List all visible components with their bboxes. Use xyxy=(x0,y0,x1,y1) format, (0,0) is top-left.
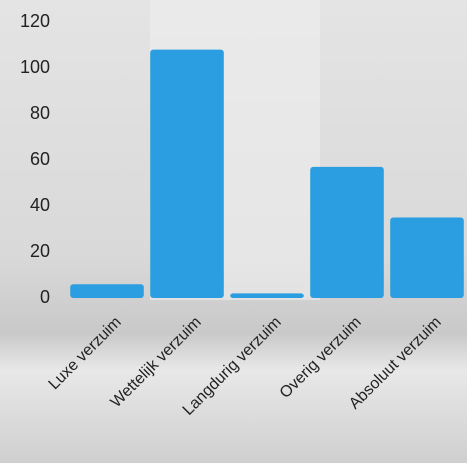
y-tick-label: 40 xyxy=(30,195,50,215)
bar xyxy=(230,293,304,298)
y-tick-label: 20 xyxy=(30,241,50,261)
y-tick-label: 0 xyxy=(40,287,50,307)
y-tick-label: 60 xyxy=(30,149,50,169)
bar xyxy=(70,284,144,298)
bar xyxy=(310,166,384,298)
y-tick-label: 120 xyxy=(20,11,50,31)
bar xyxy=(150,49,224,298)
y-tick-label: 80 xyxy=(30,103,50,123)
y-tick-label: 100 xyxy=(20,57,50,77)
bar xyxy=(390,217,464,298)
